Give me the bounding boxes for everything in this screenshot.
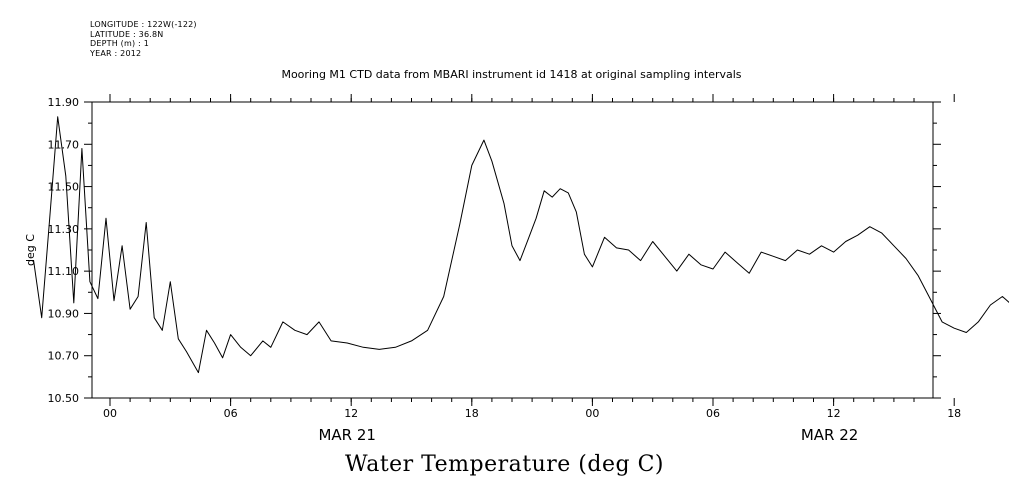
y-tick-label: 11.10 — [48, 265, 80, 278]
x-hour-tick-label: 06 — [224, 407, 238, 420]
x-hour-tick-label: 12 — [344, 407, 358, 420]
axes-layer — [84, 94, 955, 406]
x-hour-tick-label: 18 — [465, 407, 479, 420]
chart-title: Mooring M1 CTD data from MBARI instrumen… — [281, 68, 742, 81]
x-day-label: MAR 21 — [318, 426, 375, 444]
x-hour-tick-label: 06 — [706, 407, 720, 420]
y-tick-label: 11.50 — [48, 181, 80, 194]
series-layer — [33, 116, 1009, 374]
y-tick-label: 10.50 — [48, 392, 80, 405]
y-tick-label: 11.90 — [48, 96, 80, 109]
y-axis-label: deg C — [24, 234, 37, 266]
x-hour-tick-label: 18 — [947, 407, 961, 420]
y-tick-label: 11.30 — [48, 223, 80, 236]
x-day-label: MAR 22 — [801, 426, 858, 444]
meta-latitude: LATITUDE : 36.8N — [90, 29, 164, 39]
x-axis-footer-label: Water Temperature (deg C) — [345, 452, 664, 477]
y-tick-label: 10.70 — [48, 350, 80, 363]
x-hour-tick-label: 00 — [103, 407, 117, 420]
meta-year: YEAR : 2012 — [90, 48, 142, 58]
y-tick-label: 10.90 — [48, 307, 80, 320]
plot-frame — [91, 101, 934, 399]
series-line-water-temperature — [33, 116, 1009, 374]
meta-depth: DEPTH (m) : 1 — [90, 39, 149, 48]
x-hour-tick-label: 00 — [585, 407, 599, 420]
label-layer: 10.50 10.70 10.90 11.10 11.30 11.50 11.70 11.90… — [24, 96, 961, 444]
metadata-block: LONGITUDE : 122W(-122) LATITUDE : 36.8N … — [90, 20, 197, 58]
meta-longitude: LONGITUDE : 122W(-122) — [90, 20, 197, 29]
x-hour-tick-label: 12 — [827, 407, 841, 420]
y-tick-label: 11.70 — [48, 138, 80, 151]
